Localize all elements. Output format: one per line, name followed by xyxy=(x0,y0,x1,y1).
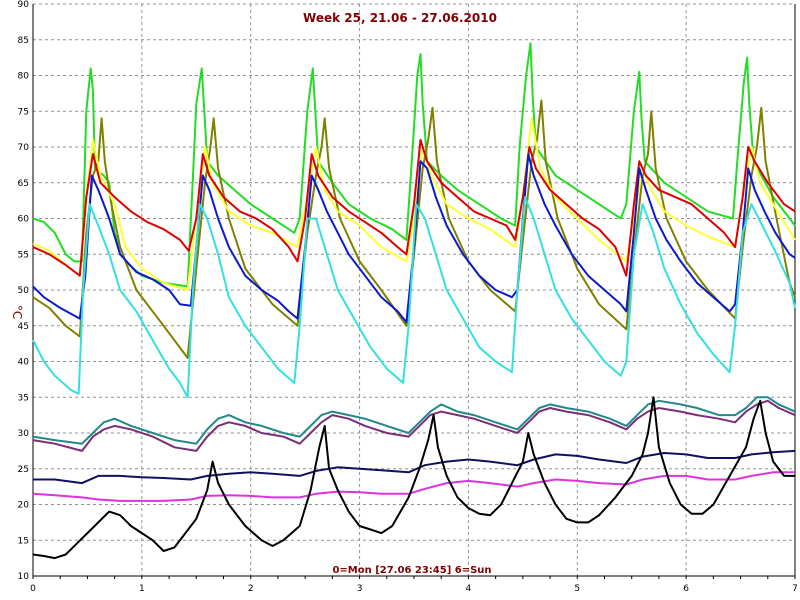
x-tick-label: 4 xyxy=(466,584,472,594)
series-line-5 xyxy=(32,153,796,324)
series-lines xyxy=(32,42,796,560)
series-line-11 xyxy=(32,396,795,560)
axes xyxy=(32,4,796,579)
x-tick-label: 6 xyxy=(683,584,689,594)
x-axis-ticks: 0 1 2 3 4 5 6 7 xyxy=(30,584,798,594)
series-line-7 xyxy=(32,396,796,445)
y-axis-label: °C xyxy=(10,305,24,319)
series-line-3 xyxy=(32,117,796,291)
y-tick-label: 65 xyxy=(18,179,29,189)
series-line-4 xyxy=(32,138,796,277)
y-tick-label: 45 xyxy=(18,322,29,332)
chart-title: Week 25, 21.06 - 27.06.2010 xyxy=(303,11,497,25)
series-line-9 xyxy=(33,449,796,485)
y-axis-ticks: 10 15 20 25 30 35 40 45 50 55 60 65 70 75 80 85 90 xyxy=(18,0,30,582)
y-tick-label: 55 xyxy=(18,250,29,260)
y-tick-label: 85 xyxy=(18,36,29,46)
y-tick-label: 50 xyxy=(18,286,30,296)
y-tick-label: 75 xyxy=(18,107,29,117)
series-line-6 xyxy=(32,196,796,399)
y-tick-label: 70 xyxy=(18,143,30,153)
y-tick-label: 25 xyxy=(18,465,29,475)
series-line-1 xyxy=(32,42,796,288)
series-line-8 xyxy=(32,399,796,452)
y-tick-label: 80 xyxy=(18,72,30,82)
chart-footer: 0=Mon [27.06 23:45] 6=Sun xyxy=(332,565,491,576)
y-tick-label: 10 xyxy=(18,572,30,582)
y-tick-label: 35 xyxy=(18,393,29,403)
x-tick-label: 7 xyxy=(792,584,798,594)
x-tick-label: 3 xyxy=(357,584,363,594)
x-tick-label: 0 xyxy=(30,584,36,594)
x-tick-label: 5 xyxy=(574,584,580,594)
grid-lines xyxy=(33,3,795,576)
y-tick-label: 60 xyxy=(18,215,30,225)
y-tick-label: 15 xyxy=(18,536,29,546)
y-tick-label: 90 xyxy=(18,0,30,10)
series-line-2 xyxy=(32,99,796,359)
y-tick-label: 20 xyxy=(18,501,30,511)
x-tick-label: 2 xyxy=(248,584,254,594)
y-tick-label: 30 xyxy=(18,429,30,439)
y-tick-label: 40 xyxy=(18,358,30,368)
x-tick-label: 1 xyxy=(139,584,145,594)
